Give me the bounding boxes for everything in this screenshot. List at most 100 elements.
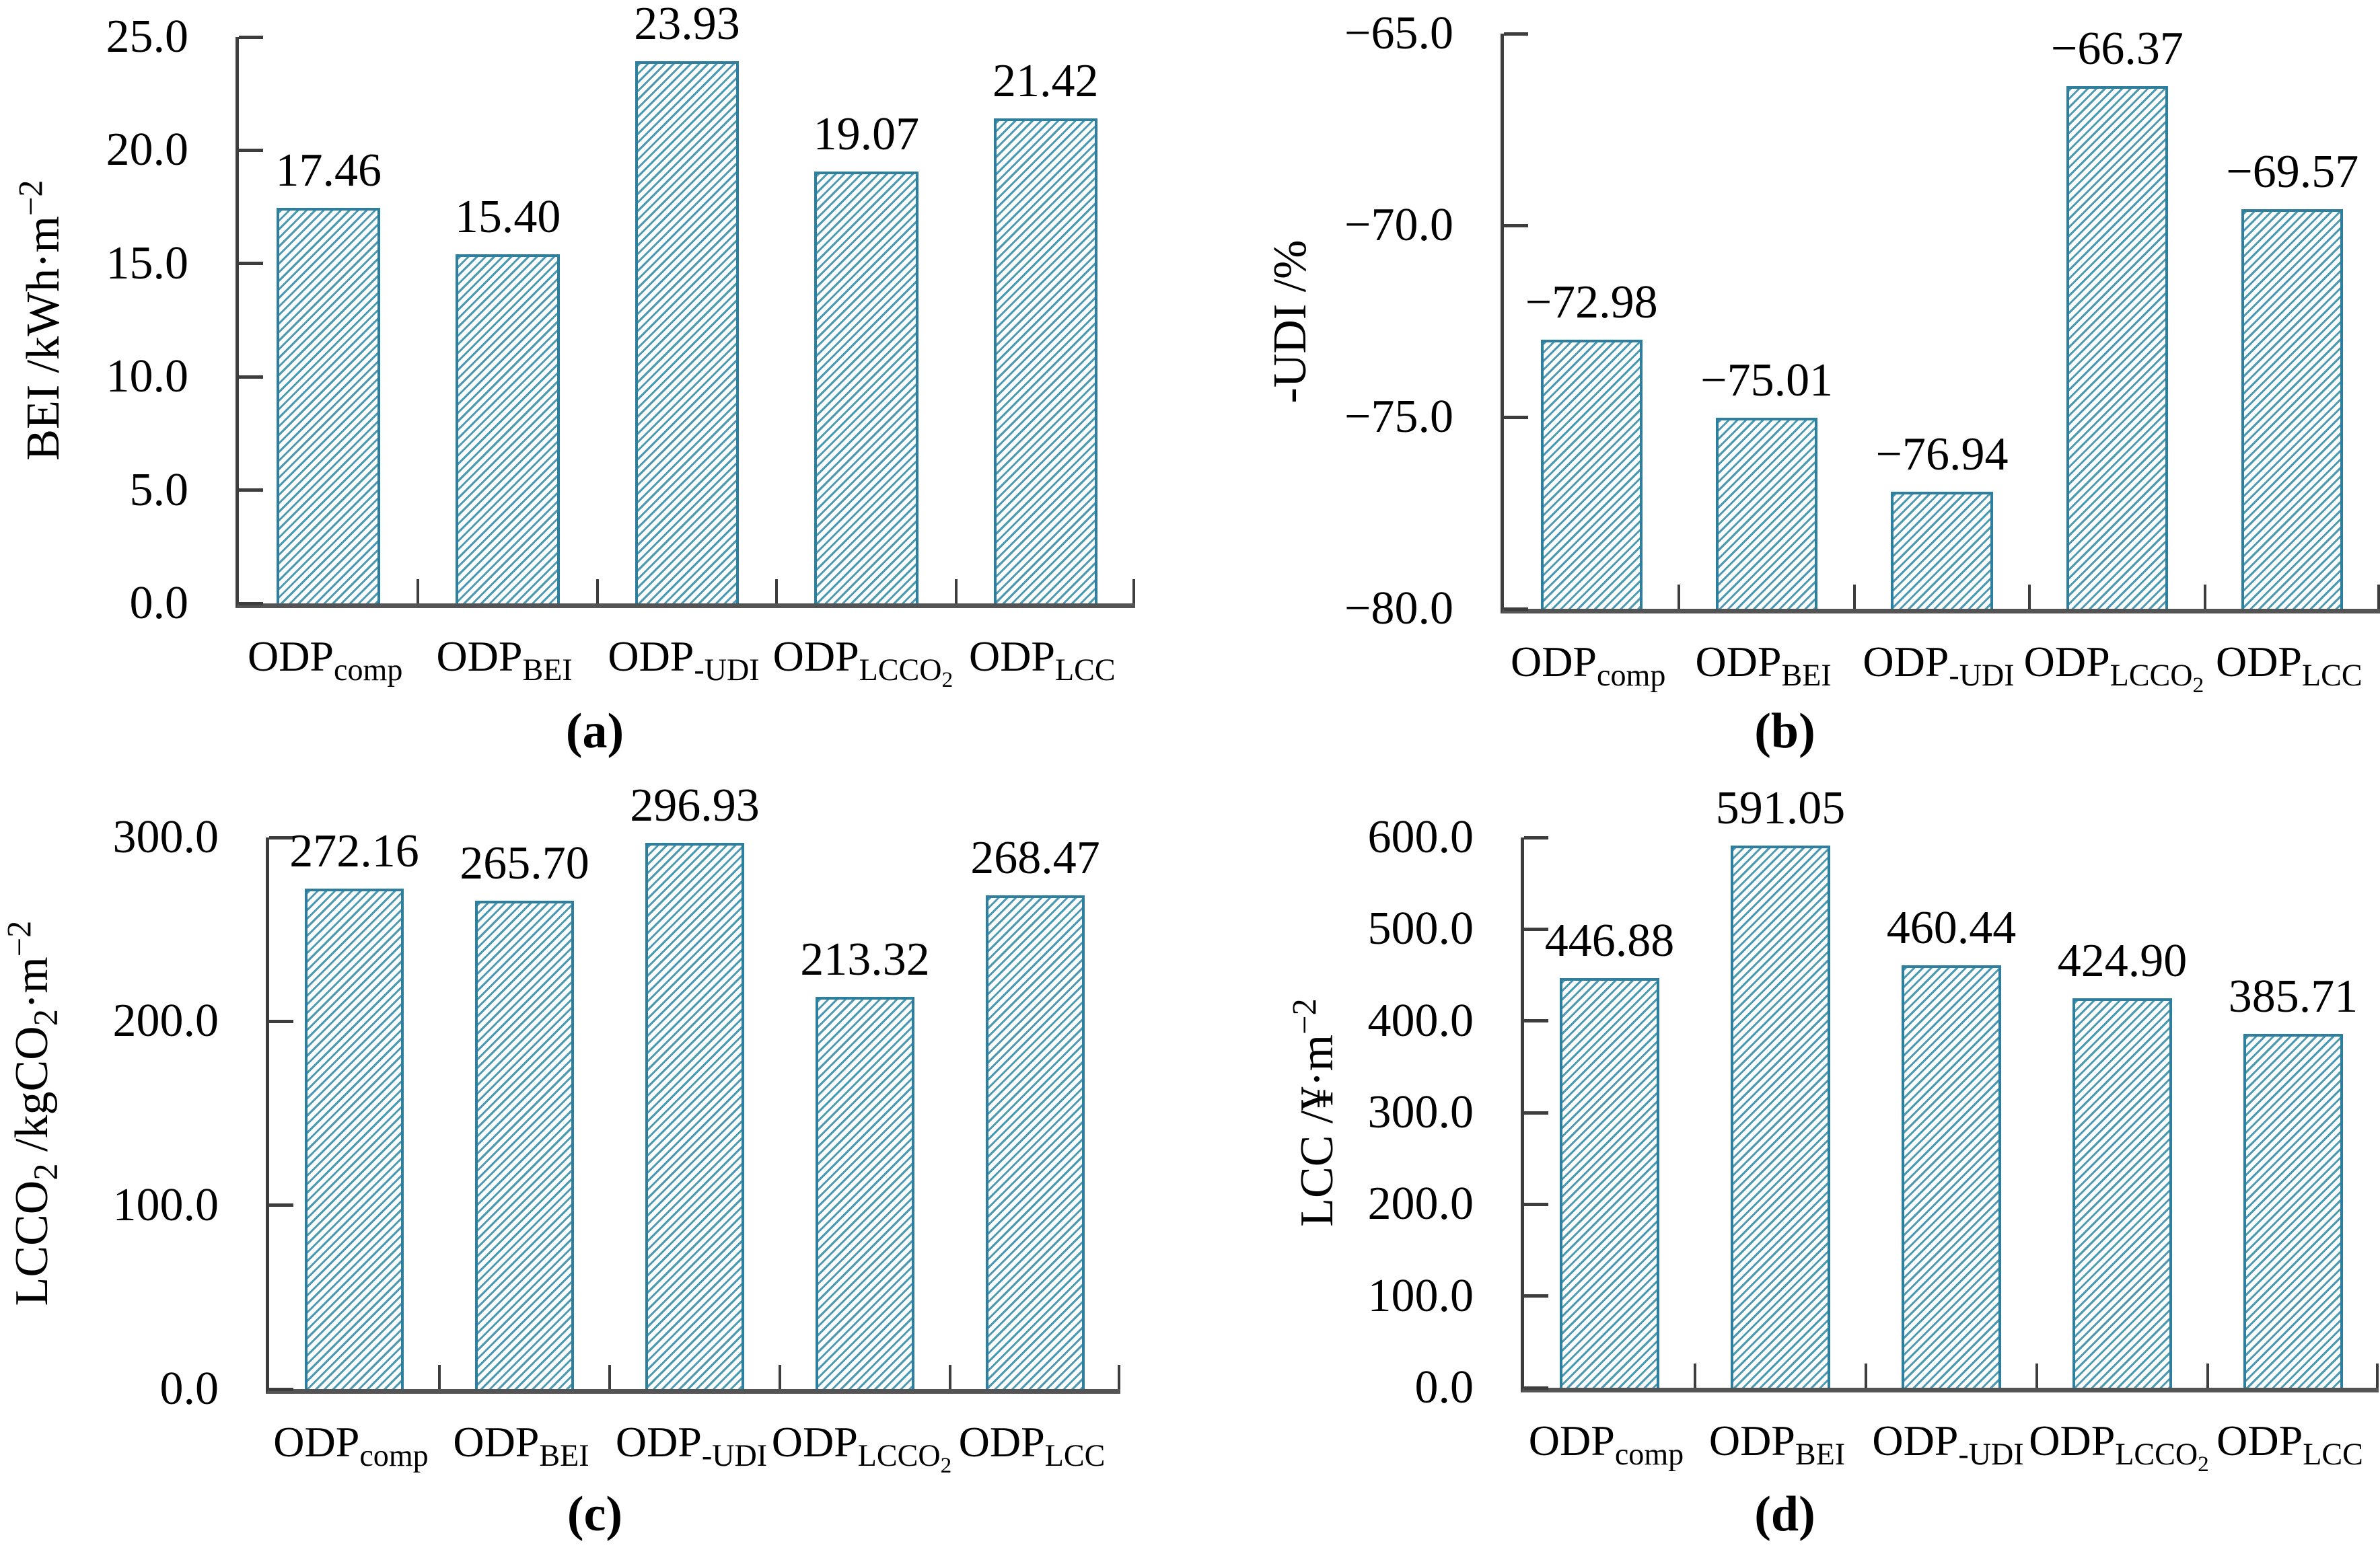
- x-tick-mark: [2028, 585, 2031, 609]
- y-tick-label: 500.0: [1367, 903, 1474, 955]
- bar: [2241, 209, 2344, 609]
- bar-value-label: −72.98: [1525, 276, 1658, 328]
- y-tick-mark: [1524, 1294, 1548, 1298]
- panel-b: -UDI /% −72.98 −75.01 −76.94 −66.37 −69.57 −65…: [1190, 0, 2380, 783]
- y-tick-label: 0.0: [1414, 1362, 1474, 1413]
- x-tick-mark: [2376, 1364, 2379, 1388]
- bar-value-label: 268.47: [970, 832, 1100, 885]
- bar: [305, 889, 404, 1389]
- x-category-label: ODPcomp: [1510, 638, 1666, 692]
- bar-value-label: 385.71: [2228, 971, 2358, 1023]
- x-category-label: ODPLCC: [2215, 638, 2363, 692]
- bar-value-label: 15.40: [454, 191, 561, 244]
- y-tick-label: 300.0: [1367, 1086, 1474, 1138]
- y-tick-label: 300.0: [112, 811, 219, 863]
- x-category-label: ODP-UDI: [1872, 1417, 2024, 1471]
- y-tick-mark: [1504, 415, 1528, 419]
- y-tick-mark: [1524, 1111, 1548, 1115]
- y-tick-mark: [1504, 223, 1528, 227]
- y-tick-label: 25.0: [106, 11, 189, 63]
- x-category-label: ODPLCCO2: [2023, 638, 2204, 698]
- bar: [1902, 965, 2001, 1388]
- x-tick-mark: [2035, 1364, 2038, 1388]
- x-category-label: ODPBEI: [1708, 1417, 1846, 1471]
- y-tick-label: 20.0: [106, 124, 189, 176]
- x-tick-mark: [1852, 585, 1856, 609]
- y-tick-mark: [239, 375, 263, 379]
- x-category-label: ODPLCCO2: [772, 632, 953, 692]
- bar: [2072, 998, 2172, 1388]
- bar-value-label: −76.94: [1875, 428, 2009, 480]
- x-category-label: ODP-UDI: [615, 1418, 768, 1472]
- y-axis-label: LCCO2 /kgCO2·m−2: [0, 920, 65, 1306]
- bar: [816, 996, 914, 1389]
- bar: [635, 61, 740, 603]
- y-axis-label: BEI /kWh·m−2: [11, 180, 69, 461]
- bar: [993, 118, 1098, 603]
- bar: [276, 207, 381, 603]
- x-tick-mark: [1694, 1364, 1696, 1388]
- x-category-label: ODPBEI: [436, 632, 573, 687]
- y-tick-label: 0.0: [159, 1363, 219, 1415]
- x-category-label: ODPLCCO2: [771, 1418, 952, 1478]
- y-tick-mark: [1524, 1202, 1548, 1206]
- bar: [986, 895, 1085, 1389]
- y-tick-mark: [1504, 607, 1528, 611]
- bar-value-label: −75.01: [1700, 354, 1834, 406]
- plot-area: 17.46 15.40 23.93 19.07 21.42: [236, 0, 1135, 608]
- y-tick-mark: [1524, 927, 1548, 931]
- bar-value-label: 19.07: [813, 108, 920, 160]
- y-tick-mark: [239, 262, 263, 266]
- bar-value-label: 446.88: [1544, 914, 1675, 967]
- bar-value-label: 460.44: [1886, 902, 2017, 955]
- x-tick-mark: [417, 579, 420, 603]
- y-tick-label: 200.0: [112, 995, 219, 1047]
- y-tick-mark: [1524, 1386, 1548, 1390]
- panel-d: LCC /¥·m−2 446.88 591.05 460.44 424.90 385.71…: [1190, 782, 2380, 1566]
- y-tick-mark: [239, 35, 263, 39]
- x-category-label: ODPcomp: [247, 632, 403, 687]
- y-tick-label: 10.0: [106, 350, 189, 403]
- x-tick-mark: [1132, 579, 1135, 603]
- bar-value-label: 23.93: [634, 0, 740, 50]
- x-tick-mark: [2377, 585, 2380, 609]
- bar: [814, 171, 918, 603]
- y-tick-mark: [239, 148, 263, 152]
- y-tick-label: −80.0: [1344, 583, 1453, 634]
- x-tick-mark: [775, 579, 779, 603]
- y-tick-mark: [269, 1019, 293, 1023]
- y-tick-label: 5.0: [129, 463, 189, 516]
- y-tick-label: 15.0: [106, 237, 189, 289]
- x-tick-mark: [596, 579, 599, 603]
- y-tick-mark: [269, 1203, 293, 1207]
- bar-value-label: 265.70: [460, 837, 589, 889]
- x-category-label: ODPLCC: [958, 1418, 1106, 1472]
- y-tick-label: −75.0: [1344, 391, 1453, 443]
- bar: [2243, 1034, 2343, 1388]
- y-axis-label: -UDI /%: [1264, 239, 1316, 403]
- bar: [2066, 86, 2168, 609]
- x-category-label: ODPLCC: [968, 632, 1116, 687]
- bar-value-label: 21.42: [993, 54, 1099, 107]
- panel-c: LCCO2 /kgCO2·m−2 272.16 265.70 296.93 213.32…: [0, 780, 1190, 1566]
- y-tick-label: −65.0: [1344, 7, 1453, 59]
- x-category-label: ODPBEI: [453, 1418, 589, 1472]
- plot-area: −72.98 −75.01 −76.94 −66.37 −69.57: [1501, 23, 2380, 613]
- y-tick-mark: [239, 601, 263, 605]
- y-tick-label: 0.0: [129, 577, 189, 629]
- x-tick-mark: [438, 1365, 441, 1389]
- x-tick-mark: [949, 1365, 951, 1389]
- bar-value-label: −66.37: [2050, 23, 2184, 75]
- x-category-label: ODP-UDI: [608, 632, 760, 687]
- bar: [475, 900, 574, 1389]
- y-tick-mark: [1524, 835, 1548, 840]
- x-tick-mark: [2203, 585, 2206, 609]
- bar: [1716, 417, 1818, 609]
- y-tick-mark: [1504, 32, 1528, 36]
- panel-letter: (d): [1754, 1487, 1815, 1542]
- y-tick-label: 200.0: [1367, 1178, 1474, 1230]
- x-category-label: ODPcomp: [1528, 1417, 1684, 1471]
- x-tick-mark: [1678, 585, 1681, 609]
- bar: [1891, 491, 1993, 609]
